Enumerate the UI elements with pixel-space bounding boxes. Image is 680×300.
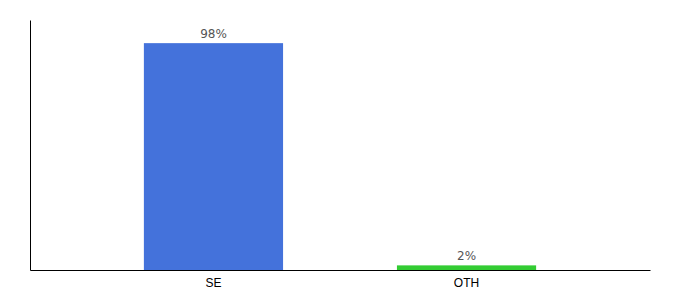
- data-label: 98%: [200, 27, 227, 41]
- bars: [144, 43, 536, 270]
- x-tick-label: SE: [205, 276, 221, 290]
- y-axis-line: [30, 21, 31, 271]
- x-tick: OTH: [454, 276, 479, 290]
- chart: SE OTH 98% 2%: [0, 0, 680, 300]
- data-label: 2%: [457, 249, 476, 263]
- x-tick: SE: [205, 276, 221, 290]
- bar: [397, 265, 536, 270]
- bar: [144, 43, 283, 270]
- data-labels: 98% 2%: [200, 27, 476, 263]
- plot: SE OTH 98% 2%: [31, 21, 651, 290]
- x-axis-line: [31, 270, 651, 271]
- x-tick-label: OTH: [454, 276, 479, 290]
- y-axis: [30, 21, 31, 271]
- x-axis: SE OTH: [31, 271, 651, 290]
